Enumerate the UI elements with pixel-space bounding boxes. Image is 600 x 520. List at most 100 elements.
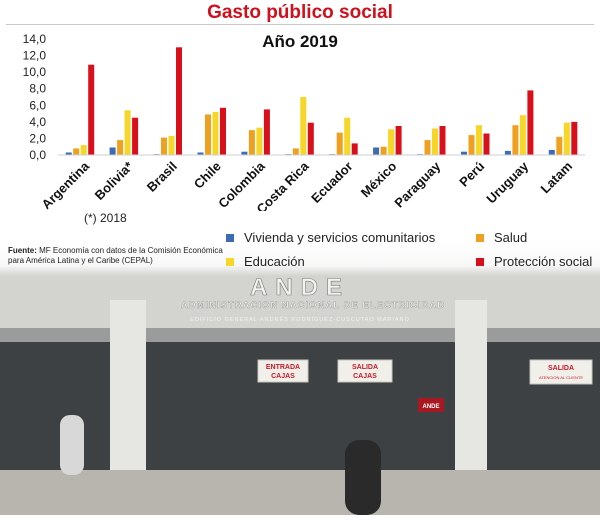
building-subtitle: ADMINISTRACION NACIONAL DE ELECTRICIDAD bbox=[181, 300, 445, 311]
bar bbox=[504, 150, 511, 155]
x-tick-label: Perú bbox=[456, 158, 487, 189]
x-tick-label: Uruguay bbox=[483, 158, 531, 206]
header-rule bbox=[6, 24, 594, 25]
bar bbox=[527, 90, 534, 155]
y-tick-label: 8,0 bbox=[29, 82, 46, 96]
bar bbox=[300, 97, 307, 155]
bar bbox=[468, 135, 475, 155]
sign-salida bbox=[337, 359, 393, 383]
bars bbox=[65, 47, 578, 155]
source-label: Fuente: bbox=[8, 246, 37, 255]
bar bbox=[351, 143, 358, 155]
legend-item-salud: Salud bbox=[476, 230, 527, 245]
sign-entrada-line2: CAJAS bbox=[271, 373, 295, 380]
x-tick-label: Chile bbox=[191, 159, 224, 192]
bar bbox=[65, 152, 72, 155]
small-sign-text: ANDE bbox=[422, 404, 439, 410]
bar bbox=[388, 129, 395, 155]
legend-swatch-educacion bbox=[226, 257, 234, 266]
bar bbox=[248, 130, 255, 155]
source-note: Fuente: MF Economía con datos de la Comi… bbox=[8, 246, 223, 266]
sign-salida-atencion-line2: ATENCION AL CLIENTE bbox=[539, 375, 583, 380]
bar bbox=[519, 115, 526, 155]
sign-entrada bbox=[257, 359, 309, 383]
sign-salida-atencion bbox=[529, 359, 593, 385]
chart-fade bbox=[0, 240, 600, 276]
header: Gasto público social bbox=[0, 0, 600, 26]
bar bbox=[205, 114, 211, 155]
facade-band bbox=[0, 328, 600, 342]
footnote: (*) 2018 bbox=[84, 211, 127, 225]
bar bbox=[512, 125, 519, 155]
bar bbox=[336, 132, 343, 155]
building-sign: ANDE bbox=[250, 274, 350, 301]
column-left bbox=[110, 300, 146, 480]
y-tick-label: 6,0 bbox=[29, 98, 46, 112]
y-tick-label: 10,0 bbox=[23, 65, 47, 79]
legend-item-vivienda: Vivienda y servicios comunitarios bbox=[226, 230, 435, 245]
sidewalk bbox=[0, 470, 600, 515]
x-axis-labels: Argentina Bolivia* Brasil ChileColombiaCost… bbox=[39, 158, 576, 211]
x-tick-label: Ecuador bbox=[308, 159, 355, 206]
bar bbox=[373, 147, 380, 155]
bar bbox=[109, 147, 116, 155]
x-tick-label: Latam bbox=[537, 159, 575, 197]
legend-swatch-proteccion bbox=[476, 257, 484, 266]
bar bbox=[263, 109, 270, 155]
bar bbox=[80, 145, 87, 155]
legend-label-vivienda: Vivienda y servicios comunitarios bbox=[244, 230, 436, 245]
bar bbox=[439, 126, 446, 155]
bar bbox=[483, 133, 490, 155]
bar bbox=[132, 117, 139, 155]
x-tick-label: Bolivia* bbox=[92, 158, 137, 203]
sign-salida-atencion-line1: SALIDA bbox=[548, 365, 574, 372]
bar bbox=[197, 152, 204, 155]
bar bbox=[307, 122, 314, 155]
building-address: EDIFICIO GENERAL ANDRÉS RODRÍGUEZ-CUSCUT… bbox=[190, 316, 410, 323]
bar bbox=[73, 148, 80, 155]
bar bbox=[292, 148, 299, 155]
y-tick-label: 2,0 bbox=[29, 131, 46, 145]
small-sign bbox=[418, 398, 444, 412]
legend-item-educacion: Educación bbox=[226, 254, 305, 269]
bar bbox=[212, 111, 219, 155]
bar bbox=[571, 121, 578, 155]
bar bbox=[432, 128, 438, 155]
x-tick-label: Paraguay bbox=[391, 158, 444, 211]
bar bbox=[88, 64, 95, 155]
bar bbox=[380, 146, 387, 155]
bar bbox=[476, 125, 482, 155]
y-tick-label: 4,0 bbox=[29, 115, 46, 129]
bar bbox=[556, 136, 563, 155]
bar bbox=[124, 110, 131, 155]
y-axis: 0,0 2,0 4,0 6,0 8,0 10,0 12,0 14,0 bbox=[23, 32, 47, 162]
bar bbox=[161, 137, 167, 155]
legend-item-proteccion: Protección social bbox=[476, 254, 592, 269]
column-right bbox=[455, 300, 487, 480]
bar bbox=[241, 151, 248, 155]
y-tick-label: 0,0 bbox=[29, 148, 46, 162]
bar bbox=[395, 126, 402, 155]
bar bbox=[117, 140, 124, 155]
bar-chart: Año 2019 0,0 2,0 4,0 6,0 8,0 10,0 12,0 14,0 Arg… bbox=[23, 32, 585, 211]
legend-label-salud: Salud bbox=[494, 230, 528, 245]
bar bbox=[563, 122, 570, 155]
person-right bbox=[345, 440, 381, 515]
sign-entrada-line1: ENTRADA bbox=[266, 364, 300, 371]
source-text: MF Economía con datos de la Comisión Eco… bbox=[8, 246, 223, 265]
y-tick-label: 14,0 bbox=[23, 32, 47, 46]
y-tick-label: 12,0 bbox=[23, 49, 47, 63]
bar bbox=[256, 127, 263, 155]
sign-salida-line1: SALIDA bbox=[352, 364, 378, 371]
legend-swatch-vivienda bbox=[226, 233, 234, 242]
x-tick-label: Argentina bbox=[39, 158, 93, 211]
x-tick-label: Brasil bbox=[144, 159, 180, 195]
legend-swatch-salud bbox=[476, 233, 484, 242]
bar bbox=[548, 150, 555, 155]
bar bbox=[344, 117, 351, 155]
bar bbox=[461, 151, 467, 155]
bar bbox=[424, 140, 431, 155]
legend-label-proteccion: Protección social bbox=[494, 254, 593, 269]
background-photo: ANDE ADMINISTRACION NACIONAL DE ELECTRIC… bbox=[0, 240, 600, 515]
x-tick-label: México bbox=[358, 158, 400, 200]
